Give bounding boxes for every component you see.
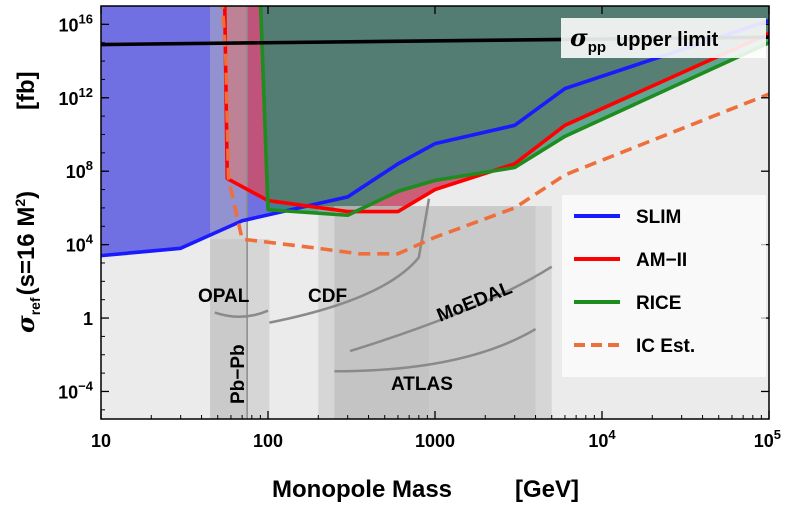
y-tick-label: 10−4 [58,378,94,402]
y-tick-label: 108 [66,158,93,182]
y-axis-label: σref(s=16 M2) [11,191,43,333]
cdf-curve [269,198,431,324]
x-tick-label: 100 [253,431,283,451]
x-tick-label: 104 [588,427,616,451]
atlas-band [334,206,536,419]
legend: SLIM AM−II RICE IC Est. [562,195,766,377]
y-tick-label: 1 [83,309,93,329]
cdf-band [318,206,429,419]
legend-label: IC Est. [636,336,695,357]
slim-line [101,18,769,258]
sigma-pp-label-box [561,18,766,58]
am-ii-line [222,6,769,214]
x-tick-label: 1000 [415,431,455,451]
moedal-band [334,206,552,419]
atlas-curve [334,327,537,373]
opal-label: OPAL [198,286,250,307]
atlas-label: ATLAS [391,374,453,395]
pb-pb-band [210,6,248,419]
rice-excluded-area [260,6,769,216]
x-tick-label: 10 [91,431,111,451]
opal-curve [214,309,269,318]
x-axis-label: Monopole Mass [272,476,452,503]
ic-est--line [220,6,769,256]
y-axis-unit: [fb] [13,71,40,110]
cdf-label: CDF [308,286,347,307]
legend-label: SLIM [636,207,681,228]
y-tick-label: 1012 [59,85,94,109]
y-axis-title: σref(s=16 M2) [fb] [11,71,43,333]
x-tick-label: 105 [754,427,781,451]
pb-pb-label: Pb−Pb [228,344,249,404]
opal-band [210,239,270,419]
y-tick-label: 104 [66,232,94,256]
legend-label: AM−II [636,250,687,271]
legend-label: RICE [636,293,681,314]
moedal-curve [349,265,553,353]
sigma-pp-label: σpp upper limit [561,18,766,58]
y-tick-label: 1016 [59,11,94,35]
sigma-pp-text: σpp upper limit [570,23,719,56]
x-axis-unit: [GeV] [515,476,579,503]
rice-line [258,6,769,218]
